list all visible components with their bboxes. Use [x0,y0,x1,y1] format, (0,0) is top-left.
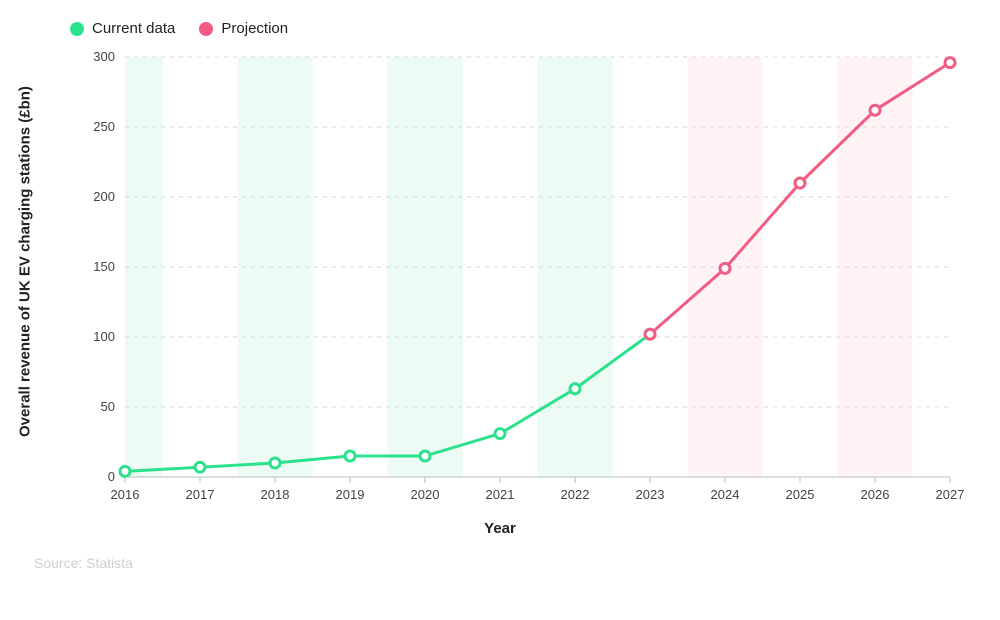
legend-swatch-projection [199,22,213,36]
source-text: Source: Statista [34,555,970,571]
svg-text:2027: 2027 [936,487,965,502]
svg-text:2026: 2026 [861,487,890,502]
svg-text:2019: 2019 [336,487,365,502]
svg-text:150: 150 [93,259,115,274]
legend-item-current: Current data [70,20,175,37]
chart-svg: 0 50 100 150 200 250 300 2016 2017 2018 2019 2020 20… [30,47,970,527]
svg-text:100: 100 [93,329,115,344]
svg-text:300: 300 [93,49,115,64]
svg-text:2020: 2020 [411,487,440,502]
legend-item-projection: Projection [199,20,288,37]
svg-text:200: 200 [93,189,115,204]
svg-text:2017: 2017 [186,487,215,502]
svg-text:250: 250 [93,119,115,134]
svg-text:2021: 2021 [486,487,515,502]
y-axis-title: Overall revenue of UK EV charging statio… [17,137,34,437]
svg-text:2018: 2018 [261,487,290,502]
svg-text:2023: 2023 [636,487,665,502]
svg-text:2022: 2022 [561,487,590,502]
svg-text:2016: 2016 [111,487,140,502]
x-axis-title: Year [484,520,516,537]
legend: Current data Projection [70,20,970,37]
legend-label-projection: Projection [221,20,288,37]
legend-label-current: Current data [92,20,175,37]
chart-area: Overall revenue of UK EV charging statio… [30,47,970,527]
svg-text:2024: 2024 [711,487,740,502]
legend-swatch-current [70,22,84,36]
svg-text:50: 50 [101,399,115,414]
svg-text:0: 0 [108,469,115,484]
svg-text:2025: 2025 [786,487,815,502]
